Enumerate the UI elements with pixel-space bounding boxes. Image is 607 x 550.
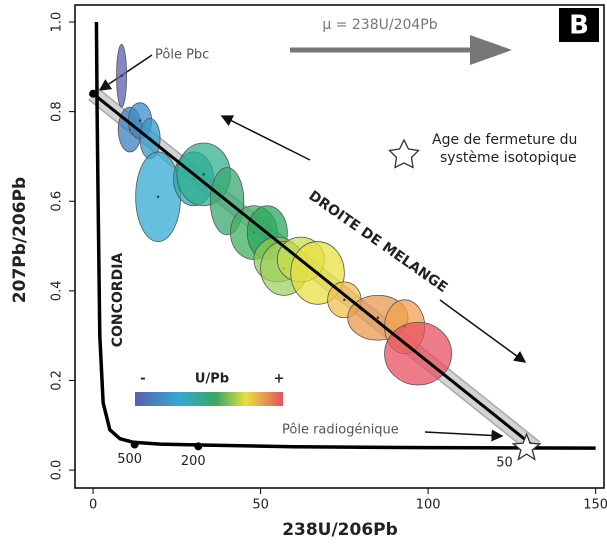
mu-arrowhead	[470, 35, 512, 65]
ellipse-center	[376, 316, 380, 319]
colorbar-low: -	[140, 372, 145, 387]
pole-radio-label: Pôle radiogénique	[282, 423, 399, 438]
concordia-label: CONCORDIA	[110, 253, 126, 348]
star-legend-icon	[388, 138, 420, 169]
y-tick-label: 1.0	[50, 12, 65, 33]
ellipse-center	[120, 74, 123, 77]
y-tick-label: 0.8	[50, 101, 65, 122]
ellipse-center	[343, 298, 346, 302]
plot-frame	[74, 4, 605, 489]
colorbar-label: U/Pb	[195, 372, 229, 387]
colorbar	[135, 392, 283, 406]
star-legend-line: système isotopique	[440, 150, 577, 166]
y-tick-label: 0.0	[50, 460, 65, 481]
panel-badge	[559, 8, 599, 42]
x-tick-label: 50	[252, 498, 269, 513]
mu-label: μ = 238U/204Pb	[322, 17, 437, 33]
ellipse-center	[138, 119, 142, 122]
concordia-age-label: 500	[117, 452, 142, 467]
ellipse-center	[202, 173, 205, 176]
concordia-age-point	[130, 440, 139, 449]
pole-radio-arrow	[424, 429, 504, 442]
mixing-arrow	[439, 299, 527, 363]
radiogenic-star	[511, 432, 542, 461]
pole-pbc-point	[89, 89, 98, 98]
concordia-age-label: 200	[181, 454, 206, 469]
pole-pbc-label: Pôle Pbc	[155, 48, 209, 63]
x-tick-label: 0	[89, 498, 97, 513]
concordia-age-label: 50	[496, 456, 513, 471]
concordia-age-point	[194, 442, 203, 451]
colorbar-high: +	[274, 372, 285, 387]
mixing-arrow	[220, 115, 311, 161]
x-axis-label: 238U/206Pb	[282, 520, 398, 540]
concordia-curve	[94, 22, 596, 450]
y-tick-label: 0.4	[50, 281, 65, 302]
x-tick-label: 100	[416, 498, 441, 513]
x-tick-label: 150	[583, 498, 607, 513]
panel-letter: B	[569, 11, 589, 41]
mixing-line	[92, 92, 537, 449]
y-tick-label: 0.2	[50, 370, 65, 391]
ellipse-center	[156, 195, 160, 198]
y-tick-label: 0.6	[50, 191, 65, 212]
star-legend-line: Age de fermeture du	[432, 132, 577, 148]
y-axis-label: 207Pb/206Pb	[10, 177, 30, 303]
